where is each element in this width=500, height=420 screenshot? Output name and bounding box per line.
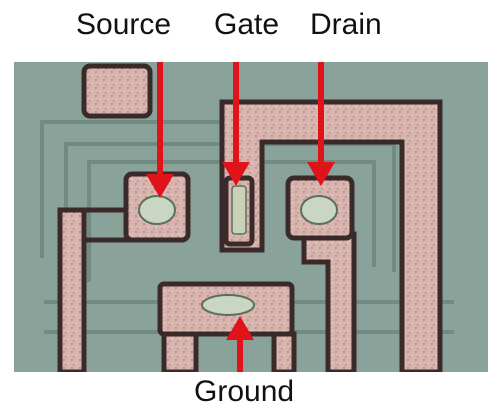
chip-micrograph bbox=[14, 62, 488, 372]
metal-pad-top-left bbox=[81, 63, 153, 119]
drain-contact bbox=[300, 195, 338, 225]
gate-label: Gate bbox=[214, 8, 280, 41]
drain-arrow bbox=[307, 62, 335, 186]
source-contact bbox=[138, 195, 176, 225]
source-arrow bbox=[146, 62, 174, 198]
gate-arrow bbox=[222, 62, 250, 186]
ground-contact bbox=[201, 294, 255, 316]
drain-label: Drain bbox=[310, 8, 382, 41]
metal-gate-route bbox=[219, 99, 443, 372]
ground-label: Ground bbox=[194, 375, 295, 408]
source-label: Source bbox=[76, 8, 172, 41]
ground-arrow bbox=[226, 316, 254, 372]
metal-left-rail bbox=[57, 207, 87, 372]
